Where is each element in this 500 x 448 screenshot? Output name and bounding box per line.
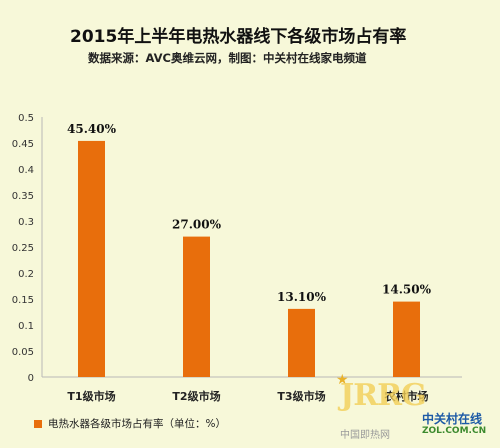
x-tick-label: 农村市场 [384,389,429,403]
star-icon: ★ [336,372,349,388]
data-label: 27.00% [172,218,222,232]
data-labels: 45.40% 27.00% 13.10% 14.50% [67,122,432,304]
y-tick-label: 0.5 [18,113,34,124]
y-tick-label: 0.15 [12,295,34,306]
bar [393,301,420,377]
legend-label: 电热水器各级市场占有率（单位：%） [48,418,226,430]
y-tick-label: 0.35 [12,191,34,202]
y-tick-label: 0.45 [12,139,34,150]
y-tick-labels: 0 0.05 0.1 0.15 0.2 0.25 0.3 0.35 0.4 0.45 0.5 [12,113,34,384]
watermark-cn-text: 中国即热网 [340,430,390,441]
data-label: 14.50% [382,283,432,297]
chart-subtitle: 数据来源：AVC奥维云网，制图：中关村在线家电频道 [88,51,367,65]
y-tick-label: 0.05 [12,347,34,358]
x-tick-labels: T1级市场 T2级市场 T3级市场 农村市场 [67,389,428,403]
x-tick-label: T3级市场 [277,389,325,403]
watermark-logo: JRRG [340,378,427,413]
data-label: 13.10% [277,290,327,304]
legend: 电热水器各级市场占有率（单位：%） [34,416,226,431]
y-tick-label: 0.1 [18,321,34,332]
bar [78,140,105,377]
bars [78,140,420,377]
y-tick-label: 0.3 [18,217,34,228]
data-label: 45.40% [67,122,117,136]
bar [288,308,315,377]
x-tick-label: T2级市场 [172,389,220,403]
y-tick-label: 0.2 [18,269,34,280]
x-tick-label: T1级市场 [67,389,115,403]
watermark: ★ JRRG 中国即热网 中关村在线 ZOL.COM.CN [336,372,496,444]
chart-title: 2015年上半年电热水器线下各级市场占有率 [70,27,407,47]
bar [183,236,210,377]
legend-swatch [34,419,42,428]
y-tick-label: 0.25 [12,243,34,254]
y-tick-label: 0.4 [18,165,34,176]
watermark-brand: 中关村在线 [422,412,483,426]
watermark-url: ZOL.COM.CN [422,426,487,436]
y-tick-label: 0 [28,373,34,384]
